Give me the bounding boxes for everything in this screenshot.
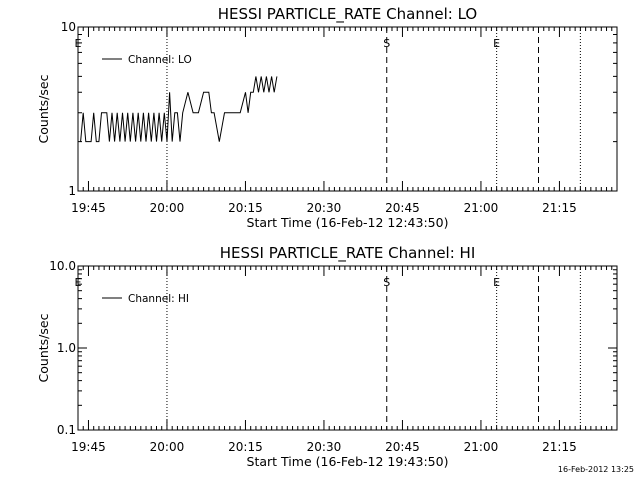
legend: Channel: LO: [102, 54, 192, 66]
series-line: [80, 76, 278, 143]
x-axis-label: Start Time (16-Feb-12 19:43:50): [247, 454, 449, 469]
x-tick-label: 20:45: [385, 201, 420, 215]
x-tick-label: 20:30: [307, 440, 342, 454]
event-marker-label: S: [383, 37, 390, 50]
x-tick-label: 21:15: [542, 201, 577, 215]
x-tick-label: 20:15: [228, 201, 263, 215]
y-tick-label: 10.0: [49, 259, 76, 273]
x-axis-label: Start Time (16-Feb-12 12:43:50): [247, 215, 449, 230]
y-tick-label: 0.1: [57, 423, 76, 437]
event-marker-label: E: [493, 37, 500, 50]
x-tick-label: 20:00: [150, 201, 185, 215]
x-tick-label: 20:00: [150, 440, 185, 454]
legend: Channel: HI: [102, 293, 189, 305]
x-tick-label: 19:45: [71, 440, 106, 454]
x-tick-label: 19:45: [71, 201, 106, 215]
y-tick-label: 1: [68, 184, 76, 198]
legend-entry: Channel: LO: [128, 54, 192, 66]
y-tick-label: 1.0: [57, 341, 76, 355]
chart-title: HESSI PARTICLE_RATE Channel: LO: [218, 5, 477, 24]
event-marker-label: E: [75, 37, 82, 50]
chart-panel-2: HESSI PARTICLE_RATE Channel: HI 0.1 1.0 10.…: [36, 244, 618, 469]
y-axis-label: Counts/sec: [36, 74, 51, 143]
x-tick-label: 21:15: [542, 440, 577, 454]
plot-frame: [77, 26, 618, 192]
x-tick-label: 20:30: [307, 201, 342, 215]
footer-timestamp: 16-Feb-2012 13:25: [557, 465, 634, 474]
event-marker-label: S: [383, 276, 390, 289]
x-tick-label: 21:00: [464, 440, 499, 454]
legend-entry: Channel: HI: [128, 293, 189, 305]
y-axis-label: Counts/sec: [36, 313, 51, 382]
x-tick-label: 21:00: [464, 201, 499, 215]
event-marker-label: E: [493, 276, 500, 289]
x-tick-label: 20:45: [385, 440, 420, 454]
plot-frame: [77, 265, 618, 431]
y-tick-label: 10: [61, 20, 76, 34]
chart-title: HESSI PARTICLE_RATE Channel: HI: [220, 244, 476, 263]
event-marker-label: E: [75, 276, 82, 289]
x-tick-label: 20:15: [228, 440, 263, 454]
chart-panel-1: HESSI PARTICLE_RATE Channel: LO 1 10 19:45 2…: [36, 5, 618, 230]
